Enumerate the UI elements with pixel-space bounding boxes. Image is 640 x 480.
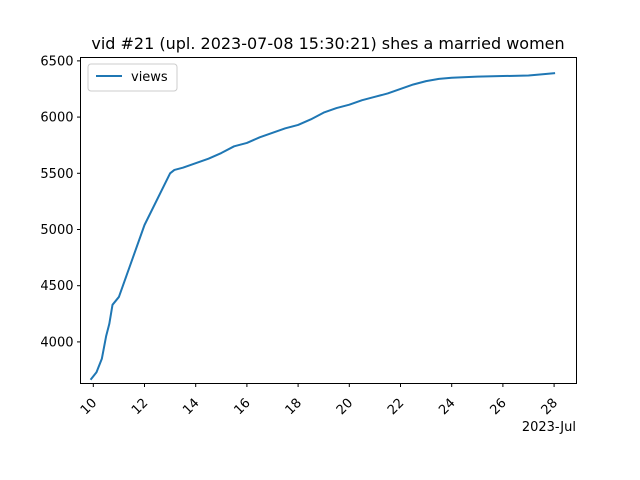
x-tick-label: 18 (283, 396, 305, 418)
x-axis-offset-label: 2023-Jul (522, 420, 576, 435)
x-tick-label: 16 (231, 396, 253, 418)
y-axis: 4000 4500 5000 5500 6000 6500 (40, 54, 81, 350)
y-tick-label: 6500 (40, 54, 73, 69)
x-tick-label: 26 (487, 396, 509, 418)
x-axis: 10 12 14 16 18 20 22 24 26 28 (78, 383, 561, 418)
axes-frame (80, 57, 577, 384)
x-tick-label: 20 (334, 396, 356, 418)
y-tick-label: 5500 (40, 167, 73, 182)
y-tick-label: 6000 (40, 111, 73, 126)
x-tick-label: 22 (385, 396, 407, 418)
y-tick-label: 4500 (40, 279, 73, 294)
x-tick-label: 12 (129, 396, 151, 418)
y-tick-label: 4000 (40, 335, 73, 350)
x-tick-label: 10 (78, 396, 100, 418)
plot-area (89, 72, 556, 381)
x-tick-label: 28 (539, 396, 561, 418)
x-tick-label: 14 (180, 396, 202, 418)
series-line-views (89, 72, 556, 381)
legend-label: views (131, 70, 168, 85)
legend: views (87, 63, 178, 92)
y-tick-label: 5000 (40, 223, 73, 238)
chart-title: vid #21 (upl. 2023-07-08 15:30:21) shes … (91, 34, 564, 53)
legend-box (87, 63, 178, 92)
x-tick-label: 24 (436, 396, 458, 418)
